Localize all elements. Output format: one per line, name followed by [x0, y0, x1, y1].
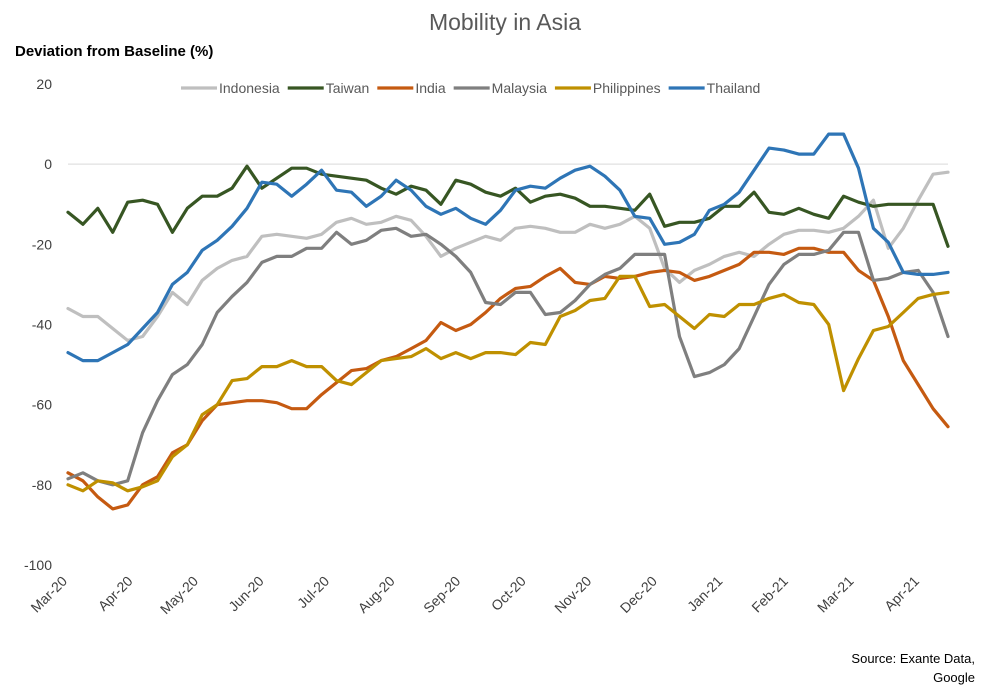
x-tick-label: Apr-20: [95, 573, 136, 614]
x-tick-label: Aug-20: [355, 573, 398, 616]
y-tick-label: -40: [32, 317, 52, 333]
y-axis: 20 0 -20 -40 -60 -80 -100: [24, 76, 948, 573]
x-tick-label: Sep-20: [420, 573, 463, 616]
y-tick-label: -100: [24, 557, 52, 573]
series-line-philippines: [66, 274, 950, 493]
x-tick-label: Jul-20: [294, 573, 332, 611]
source-line-1: Source: Exante Data,: [851, 651, 975, 666]
y-axis-label: Deviation from Baseline (%): [15, 43, 213, 60]
x-tick-label: Jun-20: [225, 573, 267, 615]
series-line-thailand: [66, 132, 950, 363]
x-tick-label: Nov-20: [551, 573, 594, 616]
y-tick-label: 20: [36, 76, 52, 92]
series-line-indonesia: [66, 170, 950, 343]
y-tick-label: -60: [32, 397, 52, 413]
series-line-malaysia: [66, 226, 950, 487]
legend-label-malaysia: Malaysia: [492, 80, 547, 96]
x-tick-label: Feb-21: [748, 573, 791, 616]
series-line-taiwan: [66, 164, 950, 248]
x-tick-label: Apr-21: [881, 573, 922, 614]
series-lines: [66, 132, 950, 511]
legend-label-philippines: Philippines: [593, 80, 661, 96]
x-tick-label: Oct-20: [488, 573, 529, 614]
legend-label-taiwan: Taiwan: [326, 80, 370, 96]
x-tick-label: Mar-21: [814, 573, 857, 616]
series-line-india: [66, 246, 950, 511]
y-tick-label: 0: [44, 156, 52, 172]
y-tick-label: -20: [32, 236, 52, 252]
x-tick-label: Jan-21: [684, 573, 726, 615]
x-tick-label: Mar-20: [27, 573, 70, 616]
source-line-2: Google: [933, 670, 975, 685]
chart-title: Mobility in Asia: [429, 9, 581, 35]
x-tick-label: Dec-20: [617, 573, 660, 616]
x-tick-label: May-20: [157, 573, 201, 617]
legend-label-indonesia: Indonesia: [219, 80, 280, 96]
x-axis: Mar-20 Apr-20 May-20 Jun-20 Jul-20 Aug-20 Sep-…: [27, 573, 922, 617]
legend-label-thailand: Thailand: [707, 80, 761, 96]
y-tick-label: -80: [32, 477, 52, 493]
legend: Indonesia Taiwan India Malaysia Philippines T…: [181, 80, 760, 96]
legend-label-india: India: [415, 80, 446, 96]
